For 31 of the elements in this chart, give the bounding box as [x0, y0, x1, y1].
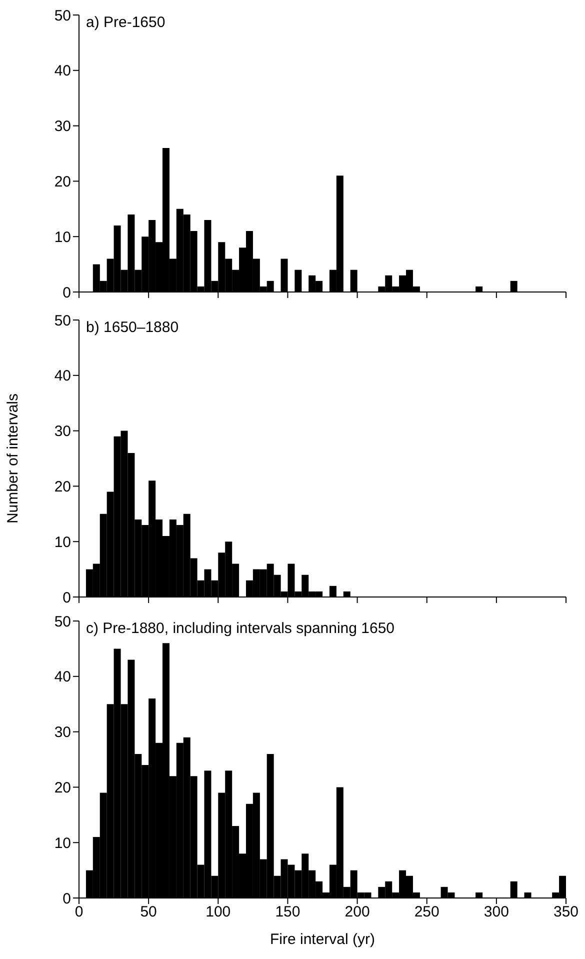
y-tick-label: 40: [54, 368, 71, 385]
x-tick-label: 250: [414, 904, 440, 921]
y-tick-label: 0: [62, 890, 71, 908]
chart-title: c) Pre-1880, including intervals spanning 1650: [86, 620, 395, 637]
x-tick-label: 350: [553, 904, 579, 921]
y-tick-label: 10: [54, 228, 71, 246]
y-tick-label: 20: [54, 780, 71, 797]
x-tick-label: 0: [74, 904, 84, 921]
y-tick-label: 40: [54, 62, 71, 80]
y-axis-title: Number of intervals: [4, 393, 22, 524]
y-tick-label: 20: [54, 174, 71, 191]
y-tick-label: 20: [54, 478, 71, 496]
y-tick-label: 50: [54, 312, 71, 330]
chart-title: a) Pre-1650: [86, 14, 166, 31]
y-tick-label: 40: [54, 668, 71, 686]
x-tick-label: 150: [275, 904, 300, 921]
y-tick-label: 0: [62, 589, 71, 606]
x-tick-label: 50: [140, 904, 157, 921]
y-tick-label: 30: [54, 724, 71, 742]
x-tick-label: 100: [206, 904, 231, 921]
y-tick-label: 50: [54, 7, 71, 24]
chart-title: b) 1650–1880: [86, 319, 179, 336]
y-tick-label: 10: [54, 534, 71, 551]
x-tick-label: 200: [344, 904, 370, 921]
y-tick-label: 30: [54, 423, 71, 440]
y-tick-label: 0: [62, 284, 71, 302]
y-tick-label: 50: [54, 613, 71, 630]
y-tick-label: 10: [54, 834, 71, 852]
x-axis-title: Fire interval (yr): [270, 931, 376, 948]
y-tick-label: 30: [54, 118, 71, 136]
x-tick-label: 300: [484, 904, 509, 921]
